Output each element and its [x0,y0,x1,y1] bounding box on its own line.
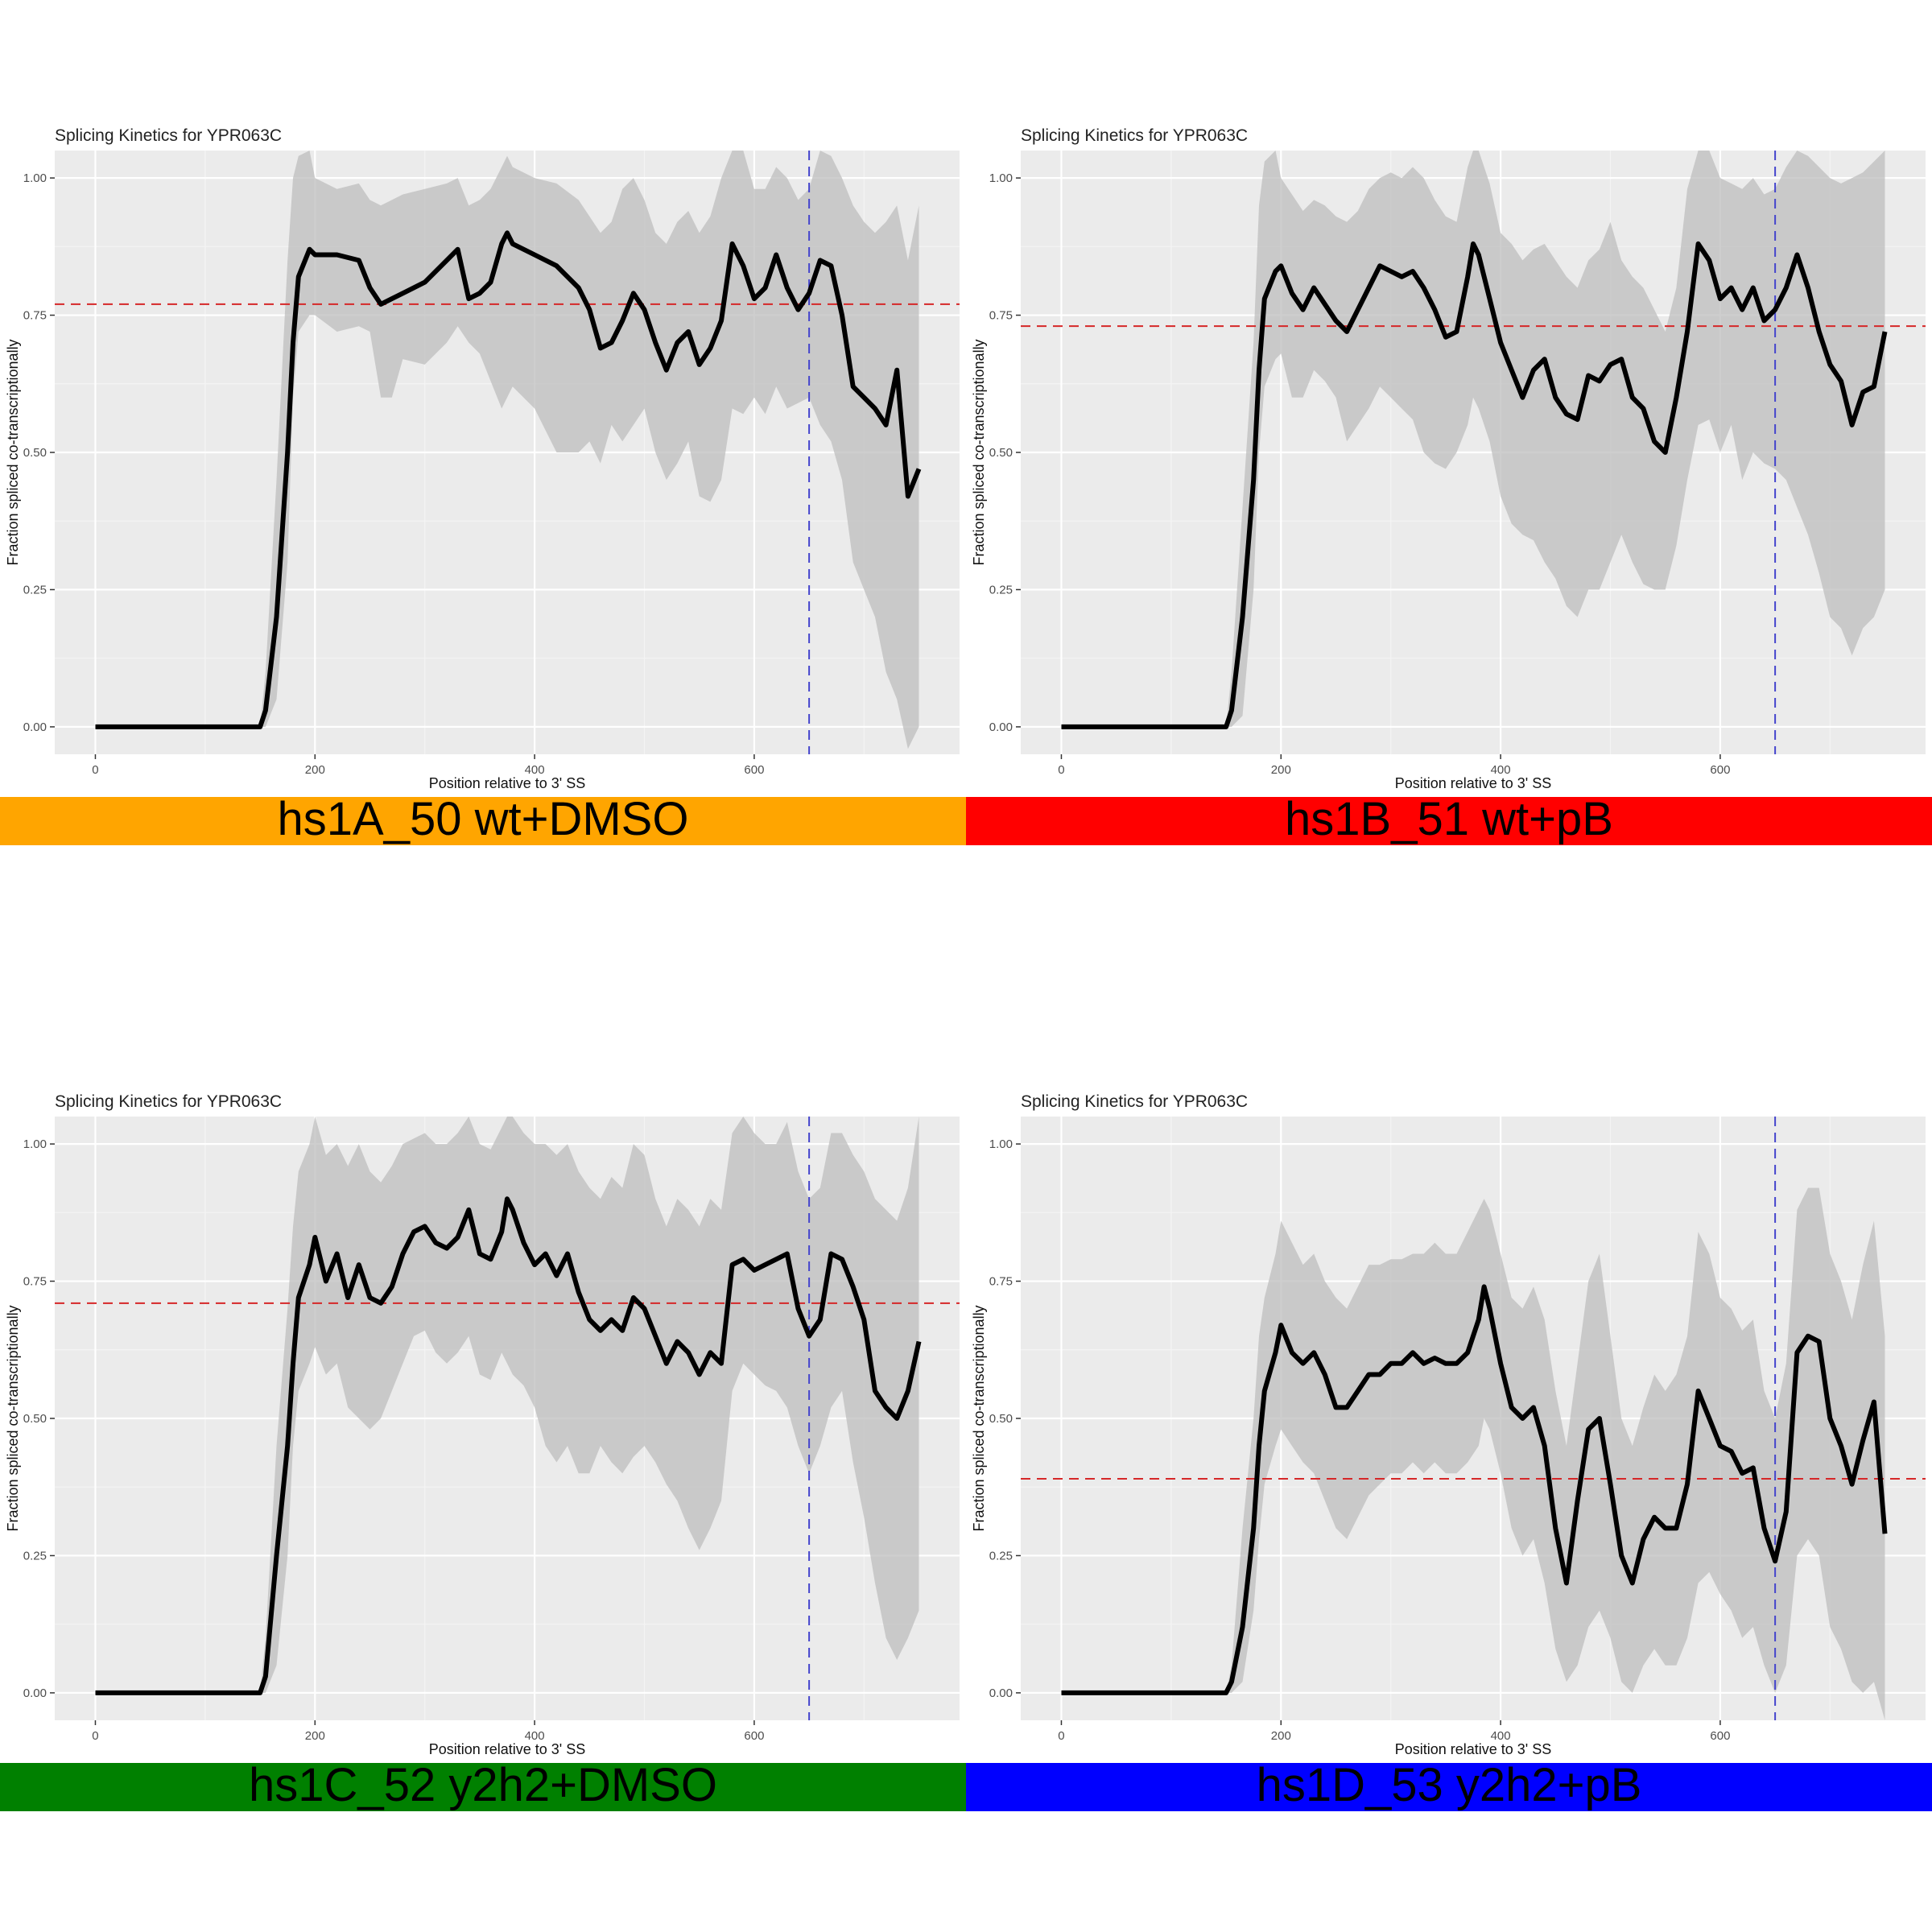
y-tick-label: 0.00 [23,1686,47,1700]
x-axis-label: Position relative to 3' SS [429,1741,586,1757]
y-tick-label: 0.00 [989,1686,1013,1700]
chart-title: Splicing Kinetics for YPR063C [1021,1092,1248,1111]
x-tick-label: 0 [1058,1729,1064,1743]
y-axis-label: Fraction spliced co-transcriptionally [971,1305,987,1531]
x-tick-label: 200 [1271,1729,1291,1743]
condition-banner [0,797,966,845]
x-axis-label: Position relative to 3' SS [429,775,586,791]
condition-label: hs1B_51 wt+pB [1285,793,1613,845]
x-tick-label: 400 [1491,763,1511,777]
x-tick-label: 400 [525,763,545,777]
confidence-ribbon [95,151,919,749]
y-tick-label: 0.75 [989,1275,1013,1289]
y-tick-label: 0.75 [23,1275,47,1289]
y-tick-label: 0.50 [23,1412,47,1426]
confidence-ribbon [95,1117,919,1693]
fraction-spliced-line [95,1196,922,1695]
panel-3: Splicing Kinetics for YPR063C 0.00 0.25 0.5… [0,1092,966,1811]
y-tick-label: 1.00 [989,1137,1013,1151]
y-tick-label: 0.00 [23,720,47,734]
x-tick-label: 200 [1271,763,1291,777]
fraction-spliced-line [1061,241,1888,729]
x-tick-label: 0 [92,1729,98,1743]
y-tick-label: 0.50 [989,446,1013,460]
y-axis-label: Fraction spliced co-transcriptionally [5,339,21,565]
x-axis-label: Position relative to 3' SS [1395,775,1552,791]
x-tick-label: 400 [1491,1729,1511,1743]
x-tick-label: 0 [1058,763,1064,777]
y-tick-label: 0.50 [23,446,47,460]
chart-title: Splicing Kinetics for YPR063C [1021,126,1248,145]
x-tick-label: 600 [744,1729,764,1743]
condition-banner [966,797,1932,845]
condition-banner [0,1763,966,1811]
y-tick-label: 0.25 [989,583,1013,597]
y-tick-label: 0.25 [23,583,47,597]
condition-label: hs1C_52 y2h2+DMSO [249,1759,717,1811]
x-tick-label: 600 [1710,763,1730,777]
y-axis-label: Fraction spliced co-transcriptionally [5,1305,21,1531]
y-tick-label: 1.00 [989,171,1013,185]
y-tick-label: 0.50 [989,1412,1013,1426]
condition-label: hs1D_53 y2h2+pB [1257,1759,1642,1811]
condition-banner [966,1763,1932,1811]
x-tick-label: 400 [525,1729,545,1743]
y-tick-label: 0.00 [989,720,1013,734]
y-tick-label: 0.25 [23,1549,47,1563]
y-tick-label: 0.25 [989,1549,1013,1563]
y-tick-label: 1.00 [23,1137,47,1151]
y-tick-label: 0.75 [23,309,47,323]
chart-title: Splicing Kinetics for YPR063C [55,1092,282,1111]
fraction-spliced-line [95,230,922,729]
panel-4: Splicing Kinetics for YPR063C 0.00 0.25 0.5… [966,1092,1932,1811]
fraction-spliced-line [1061,1284,1888,1695]
panel-1: Splicing Kinetics for YPR063C 0.00 0.25 0.5… [0,126,966,845]
y-tick-label: 0.75 [989,309,1013,323]
x-tick-label: 600 [1710,1729,1730,1743]
panel-2: Splicing Kinetics for YPR063C 0.00 0.25 0.5… [966,126,1932,845]
x-axis-label: Position relative to 3' SS [1395,1741,1552,1757]
chart-title: Splicing Kinetics for YPR063C [55,126,282,145]
x-tick-label: 200 [305,763,325,777]
x-tick-label: 600 [744,763,764,777]
x-tick-label: 200 [305,1729,325,1743]
x-tick-label: 0 [92,763,98,777]
condition-label: hs1A_50 wt+DMSO [278,793,689,845]
y-axis-label: Fraction spliced co-transcriptionally [971,339,987,565]
y-tick-label: 1.00 [23,171,47,185]
